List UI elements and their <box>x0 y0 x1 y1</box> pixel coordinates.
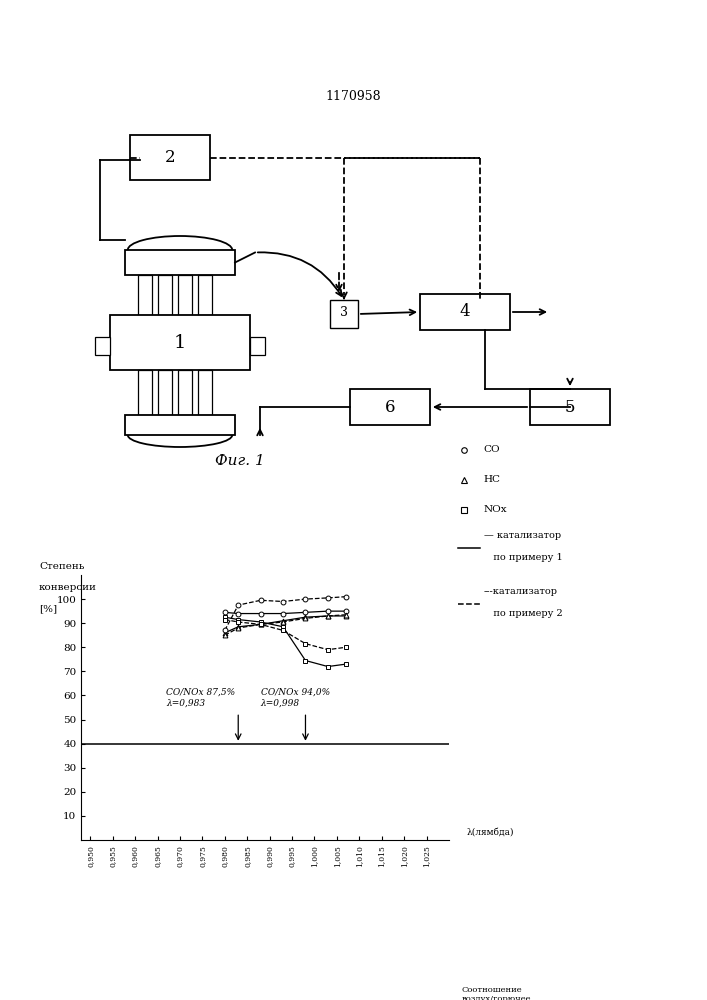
Text: Фиг. 1: Фиг. 1 <box>215 454 265 468</box>
Text: конверсии: конверсии <box>39 583 97 592</box>
Text: 6: 6 <box>385 398 395 416</box>
Text: 1: 1 <box>174 334 186 352</box>
Text: 5: 5 <box>565 398 575 416</box>
Text: 1170958: 1170958 <box>325 90 381 103</box>
Bar <box>250 337 265 355</box>
Text: 3: 3 <box>340 306 348 320</box>
Text: CO: CO <box>484 446 501 454</box>
Text: CO/NOх 87,5%
λ=0,983: CO/NOх 87,5% λ=0,983 <box>166 688 235 708</box>
Bar <box>178 370 192 415</box>
Text: NOх: NOх <box>484 506 508 514</box>
Bar <box>138 275 152 315</box>
Bar <box>330 300 358 328</box>
Bar <box>125 250 235 275</box>
Bar <box>110 315 250 370</box>
Bar <box>158 370 172 415</box>
Text: — катализатор: — катализатор <box>484 531 561 540</box>
Text: по примеру 2: по примеру 2 <box>484 609 563 618</box>
Bar <box>198 370 212 415</box>
Bar <box>138 370 152 415</box>
Bar <box>198 275 212 315</box>
Text: 2: 2 <box>165 149 175 166</box>
Bar <box>158 275 172 315</box>
Text: Соотношение
воздух/горючее
(А/F): Соотношение воздух/горючее (А/F) <box>462 986 531 1000</box>
Text: ---катализатор: ---катализатор <box>484 587 558 596</box>
Bar <box>350 389 430 425</box>
Text: 4: 4 <box>460 304 470 320</box>
Text: [%]: [%] <box>39 604 57 613</box>
Text: Степень: Степень <box>39 562 84 571</box>
Bar <box>530 389 610 425</box>
Bar <box>420 294 510 330</box>
Text: по примеру 1: по примеру 1 <box>484 553 563 562</box>
Bar <box>95 337 110 355</box>
Bar <box>130 135 210 180</box>
Text: λ(лямбда): λ(лямбда) <box>467 827 515 836</box>
Bar <box>178 275 192 315</box>
Text: НС: НС <box>484 476 501 485</box>
Bar <box>125 415 235 435</box>
Text: CO/NOх 94,0%
λ=0,998: CO/NOх 94,0% λ=0,998 <box>261 688 329 708</box>
